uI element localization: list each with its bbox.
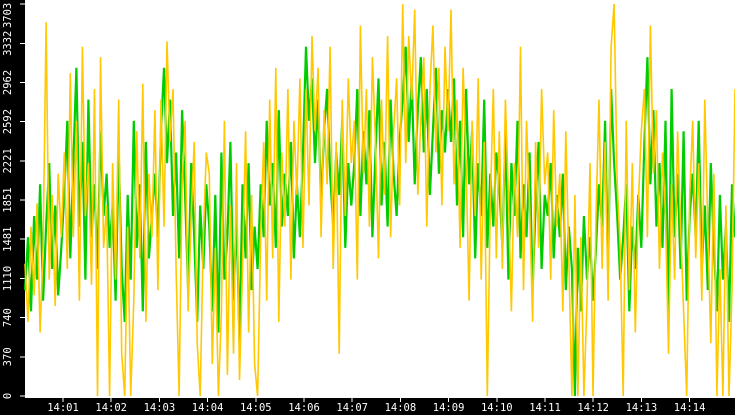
x-tick-label: 14:11: [529, 402, 561, 414]
y-tick-label: 1110: [2, 266, 14, 291]
x-tick-label: 14:06: [288, 402, 320, 414]
y-tick-label: 1481: [2, 227, 14, 252]
x-tick-label: 14:09: [433, 402, 465, 414]
y-tick-label: 3332: [2, 31, 14, 56]
y-tick-label: 2221: [2, 148, 14, 173]
x-tick-label: 14:04: [192, 402, 224, 414]
x-tick-label: 14:08: [385, 402, 417, 414]
x-tick-label: 14:02: [95, 402, 127, 414]
y-axis-strip: [0, 0, 25, 415]
x-tick-label: 14:05: [240, 402, 272, 414]
y-tick-label: 1851: [2, 187, 14, 212]
x-tick-label: 14:07: [336, 402, 368, 414]
y-tick-label: 0: [2, 393, 14, 399]
x-tick-label: 14:03: [144, 402, 176, 414]
x-tick-label: 14:14: [674, 402, 706, 414]
x-tick-label: 14:01: [47, 402, 79, 414]
x-axis-strip: [0, 398, 735, 415]
x-tick-label: 14:13: [626, 402, 658, 414]
y-tick-label: 740: [2, 308, 14, 327]
x-tick-label: 14:12: [577, 402, 609, 414]
y-tick-label: 3703: [2, 3, 14, 28]
x-tick-label: 14:10: [481, 402, 513, 414]
y-tick-label: 2962: [2, 70, 14, 95]
y-tick-label: 370: [2, 347, 14, 366]
series-output-line: [24, 3, 735, 397]
y-tick-label: 2592: [2, 109, 14, 134]
